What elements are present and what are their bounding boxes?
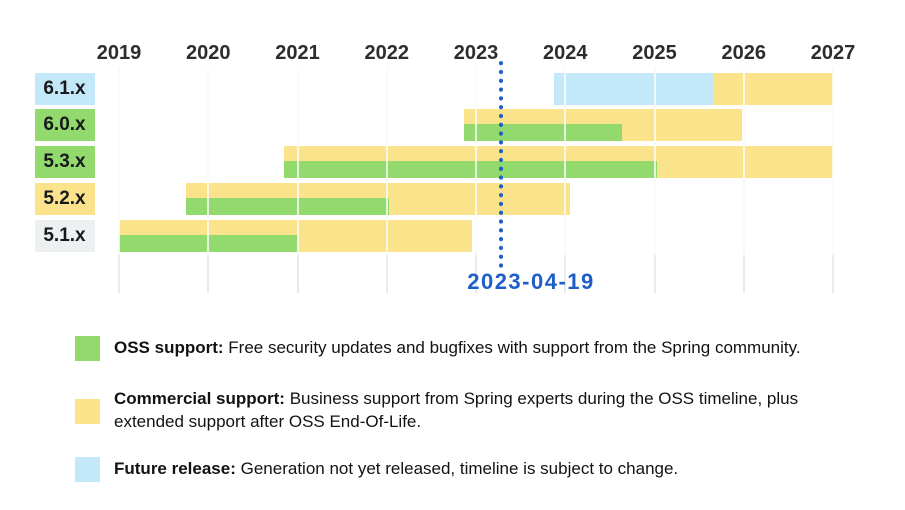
legend-desc-future: Generation not yet released, timeline is… xyxy=(240,459,679,478)
legend-label-future: Future release: xyxy=(114,459,236,478)
year-label: 2023 xyxy=(453,42,499,64)
legend-text-oss: OSS support: Free security updates and b… xyxy=(114,336,801,361)
year-label: 2024 xyxy=(543,42,588,64)
legend-item-future: Future release: Generation not yet relea… xyxy=(75,457,678,482)
commercial-bar xyxy=(712,72,833,105)
future-bar xyxy=(553,72,713,105)
version-label-6.1.x: 6.1.x xyxy=(34,72,95,105)
current-date-label: 2023-04-19 xyxy=(467,269,595,294)
year-label: 2027 xyxy=(810,42,856,64)
year-gridline-overlay xyxy=(207,68,210,255)
year-label: 2020 xyxy=(186,42,231,64)
oss-bar xyxy=(463,124,623,142)
year-label: 2026 xyxy=(721,42,767,64)
commercial-swatch-icon xyxy=(75,399,100,424)
year-label: 2019 xyxy=(96,42,142,64)
support-timeline-chart: 2019 2020 2021 2022 2023 2024 2025 2026 2027 6.1… xyxy=(34,42,856,294)
version-label-6.0.x: 6.0.x xyxy=(34,109,95,142)
year-gridline-overlay xyxy=(564,68,567,255)
legend-desc-commercial-line2: extended support after OSS End-Of-Life. xyxy=(114,412,422,431)
legend-desc-commercial: Business support from Spring experts dur… xyxy=(289,389,799,408)
year-gridline-overlay xyxy=(742,68,745,255)
legend-label-commercial: Commercial support: xyxy=(114,389,285,408)
legend-text-future: Future release: Generation not yet relea… xyxy=(114,457,678,482)
oss-bar xyxy=(284,161,658,179)
year-gridline-overlay xyxy=(385,68,388,255)
legend-desc-oss: Free security updates and bugfixes with … xyxy=(228,338,801,357)
year-label: 2022 xyxy=(364,42,410,64)
year-gridline-overlay xyxy=(118,68,120,255)
oss-bar xyxy=(185,197,389,215)
version-label-5.1.x: 5.1.x xyxy=(34,219,95,252)
legend-item-oss: OSS support: Free security updates and b… xyxy=(75,336,801,361)
year-gridline-overlay xyxy=(832,68,834,255)
future-swatch-icon xyxy=(75,457,100,482)
year-label: 2021 xyxy=(275,42,320,64)
current-date-marker-line xyxy=(499,61,503,271)
year-gridline-overlay xyxy=(653,68,656,255)
oss-swatch-icon xyxy=(75,336,100,361)
version-label-5.3.x: 5.3.x xyxy=(34,146,95,179)
legend-label-oss: OSS support: xyxy=(114,338,224,357)
year-gridline-overlay xyxy=(296,68,299,255)
version-label-5.2.x: 5.2.x xyxy=(34,182,95,215)
legend-text-commercial: Commercial support: Business support fro… xyxy=(114,387,798,433)
legend-item-commercial: Commercial support: Business support fro… xyxy=(75,387,798,433)
year-gridline-overlay xyxy=(475,68,477,255)
year-label: 2025 xyxy=(632,42,677,64)
